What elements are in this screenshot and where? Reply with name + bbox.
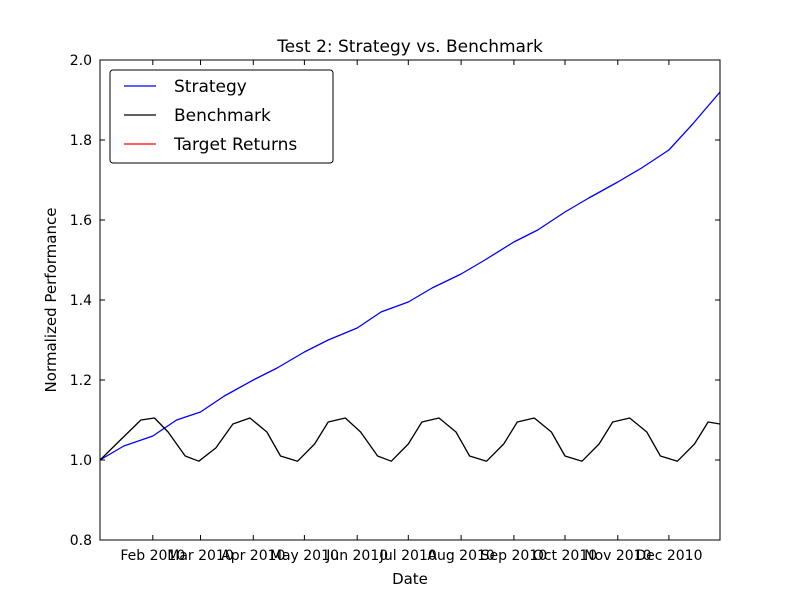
x-tick-label: Sep 2010	[481, 548, 547, 564]
x-tick-label: Oct 2010	[533, 548, 597, 564]
x-tick-label: May 2010	[270, 548, 339, 564]
legend-label: Strategy	[174, 77, 247, 97]
y-tick-label: 1.6	[70, 213, 92, 229]
x-axis-label: Date	[392, 570, 428, 588]
series-layer	[100, 91, 720, 462]
x-tick-label: Feb 2010	[120, 548, 185, 564]
y-ticks: 0.8 1.0 1.2 1.4 1.6 1.8 2.0	[70, 53, 720, 549]
y-tick-label: 1.0	[70, 453, 92, 469]
y-tick-label: 2.0	[70, 53, 92, 69]
y-tick-label: 1.4	[70, 293, 92, 309]
legend-frame	[109, 69, 334, 164]
series-line-strategy	[100, 91, 720, 461]
series-line-benchmark	[100, 417, 720, 462]
legend-label: Benchmark	[174, 106, 271, 126]
legend-label: Target Returns	[173, 135, 297, 155]
y-tick-label: 1.8	[70, 133, 92, 149]
x-tick-label: Aug 2010	[427, 548, 494, 564]
chart-title: Test 2: Strategy vs. Benchmark	[276, 37, 543, 57]
legend: Strategy Benchmark Target Returns	[109, 69, 334, 164]
y-tick-label: 1.2	[70, 373, 92, 389]
y-axis-label: Normalized Performance	[42, 208, 60, 393]
x-tick-label: Dec 2010	[635, 548, 702, 564]
x-tick-label: Mar 2010	[167, 548, 234, 564]
x-tick-label: Nov 2010	[584, 548, 651, 564]
x-tick-label: Apr 2010	[221, 548, 285, 564]
y-tick-label: 0.8	[70, 533, 92, 549]
x-tick-label: Jun 2010	[325, 548, 388, 564]
x-tick-label: Jul 2010	[379, 548, 437, 564]
